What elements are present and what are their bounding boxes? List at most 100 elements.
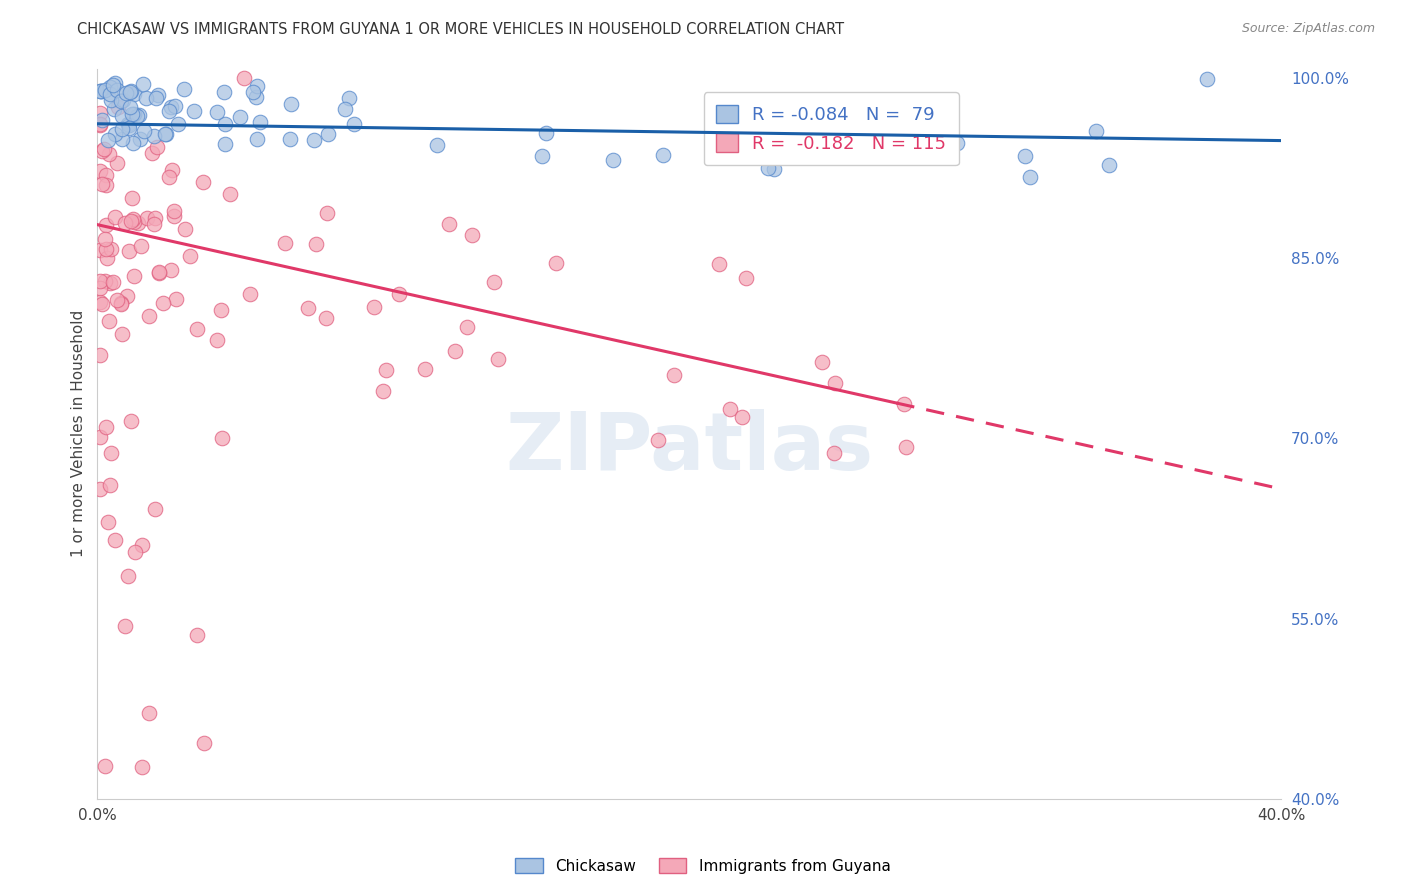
Point — [160, 100, 183, 114]
Point — [122, 107, 145, 121]
Point — [115, 289, 138, 303]
Point — [111, 109, 134, 123]
Point — [207, 333, 229, 347]
Point — [163, 209, 186, 223]
Point — [91, 297, 114, 311]
Point — [245, 90, 267, 104]
Point — [707, 257, 730, 271]
Point — [132, 124, 155, 138]
Point — [249, 115, 271, 129]
Point — [664, 368, 686, 382]
Point — [756, 161, 779, 175]
Point — [89, 430, 111, 444]
Point — [94, 419, 117, 434]
Point — [120, 213, 142, 227]
Point — [1197, 72, 1219, 87]
Point — [280, 96, 302, 111]
Point — [165, 292, 187, 306]
Point — [461, 228, 484, 243]
Point — [110, 296, 132, 310]
Point — [89, 294, 111, 309]
Point — [242, 85, 264, 99]
Point — [111, 121, 134, 136]
Point — [105, 156, 128, 170]
Point — [229, 110, 252, 124]
Point — [437, 217, 460, 231]
Point — [731, 410, 754, 425]
Point — [94, 242, 117, 256]
Point — [174, 221, 197, 235]
Text: Source: ZipAtlas.com: Source: ZipAtlas.com — [1241, 22, 1375, 36]
Point — [316, 206, 339, 220]
Point — [122, 215, 145, 229]
Point — [946, 136, 969, 151]
Point — [239, 287, 262, 301]
Point — [98, 87, 121, 101]
Point — [173, 82, 195, 96]
Point — [89, 117, 111, 131]
Point — [143, 502, 166, 516]
Point — [121, 211, 143, 226]
Point — [1084, 124, 1107, 138]
Point — [167, 117, 190, 131]
Point — [100, 94, 122, 108]
Point — [97, 147, 120, 161]
Point — [530, 149, 553, 163]
Point — [273, 236, 295, 251]
Point — [120, 85, 142, 99]
Point — [93, 142, 115, 156]
Point — [193, 737, 215, 751]
Point — [94, 758, 117, 772]
Point — [117, 569, 139, 583]
Point — [214, 137, 236, 152]
Point — [209, 302, 232, 317]
Point — [94, 83, 117, 97]
Point — [89, 243, 111, 257]
Point — [101, 275, 124, 289]
Point — [153, 127, 176, 141]
Point — [111, 327, 134, 342]
Point — [186, 628, 208, 642]
Legend: R = -0.084   N =  79, R =  -0.182   N = 115: R = -0.084 N = 79, R = -0.182 N = 115 — [703, 92, 959, 165]
Point — [94, 232, 117, 246]
Point — [212, 86, 235, 100]
Point — [214, 117, 236, 131]
Point — [138, 706, 160, 720]
Point — [456, 320, 478, 334]
Point — [100, 242, 122, 256]
Point — [246, 132, 269, 146]
Point — [104, 211, 127, 225]
Point — [388, 287, 411, 301]
Point — [128, 108, 150, 122]
Point — [89, 84, 111, 98]
Point — [90, 84, 112, 98]
Point — [89, 118, 111, 132]
Point — [735, 270, 758, 285]
Point — [155, 127, 177, 141]
Point — [413, 361, 436, 376]
Point — [246, 79, 269, 94]
Point — [131, 538, 153, 552]
Point — [145, 140, 167, 154]
Point — [371, 384, 394, 399]
Point — [894, 440, 917, 454]
Point — [104, 76, 127, 90]
Point — [316, 127, 339, 141]
Point — [1014, 149, 1036, 163]
Point — [127, 216, 149, 230]
Point — [124, 87, 146, 101]
Point — [118, 244, 141, 258]
Point — [90, 144, 112, 158]
Point — [333, 103, 356, 117]
Point — [98, 79, 121, 94]
Point — [207, 104, 229, 119]
Point — [824, 376, 846, 390]
Point — [141, 146, 163, 161]
Point — [103, 128, 125, 142]
Point — [823, 446, 845, 460]
Point — [602, 153, 624, 168]
Point — [1098, 158, 1121, 172]
Point — [89, 274, 111, 288]
Point — [163, 204, 186, 219]
Point — [1019, 169, 1042, 184]
